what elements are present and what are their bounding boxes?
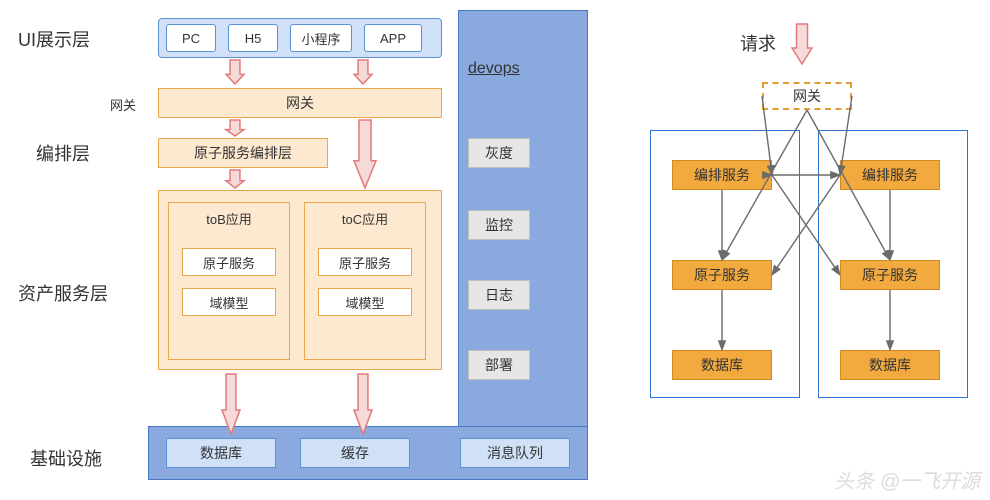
toB应用: toB应用 — [168, 202, 290, 360]
小程序: 小程序 — [290, 24, 352, 52]
原子服务编排层: 原子服务编排层 — [158, 138, 328, 168]
数据库: 数据库 — [672, 350, 772, 380]
数据库: 数据库 — [166, 438, 276, 468]
原子服务: 原子服务 — [672, 260, 772, 290]
网关: 网关 — [158, 88, 442, 118]
网关: 网关 — [762, 82, 852, 110]
label-orch: 编排层 — [36, 140, 90, 166]
原子服务: 原子服务 — [182, 248, 276, 276]
监控: 监控 — [468, 210, 530, 240]
灰度: 灰度 — [468, 138, 530, 168]
label-infra: 基础设施 — [30, 445, 102, 471]
PC: PC — [166, 24, 216, 52]
编排服务: 编排服务 — [840, 160, 940, 190]
label-request: 请求 — [740, 30, 776, 56]
域模型: 域模型 — [318, 288, 412, 316]
原子服务: 原子服务 — [318, 248, 412, 276]
toC应用: toC应用 — [304, 202, 426, 360]
数据库: 数据库 — [840, 350, 940, 380]
缓存: 缓存 — [300, 438, 410, 468]
label-gw: 网关 — [110, 95, 136, 114]
label-ui: UI展示层 — [18, 26, 90, 52]
H5: H5 — [228, 24, 278, 52]
devops-title: devops — [468, 60, 520, 78]
APP: APP — [364, 24, 422, 52]
域模型: 域模型 — [182, 288, 276, 316]
原子服务: 原子服务 — [840, 260, 940, 290]
label-asset: 资产服务层 — [18, 280, 108, 306]
消息队列: 消息队列 — [460, 438, 570, 468]
watermark: 头条 @一飞开源 — [834, 465, 980, 494]
部署: 部署 — [468, 350, 530, 380]
日志: 日志 — [468, 280, 530, 310]
devops-column — [458, 10, 588, 480]
编排服务: 编排服务 — [672, 160, 772, 190]
